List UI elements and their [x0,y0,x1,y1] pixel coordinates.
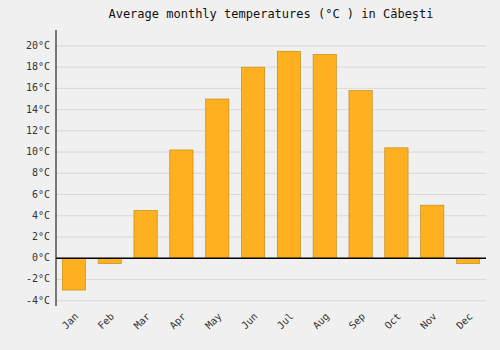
y-axis-ticks: -4°C -2°C 0°C 2°C 4°C 6°C 8°C 10°C 12°C 14°C 16°C 1… [26,40,50,306]
x-tick-label: Sep [347,311,368,332]
x-tick-label: Oct [382,311,403,332]
bar [456,258,479,263]
bar [385,148,408,258]
y-tick-label: 18°C [26,61,50,72]
y-axis-line [56,30,57,306]
y-tick-label: 6°C [32,189,50,200]
bar [62,258,85,290]
bar [349,91,372,259]
x-tick-label: Jul [275,311,296,332]
x-tick-label: Nov [418,311,439,332]
bar [313,54,336,258]
y-tick-label: 14°C [26,104,50,115]
y-tick-label: 8°C [32,167,50,178]
x-tick-label: May [203,311,224,332]
y-tick-label: 4°C [32,210,50,221]
grid-line [56,45,486,46]
x-tick-label: Jun [239,311,260,332]
bar [277,51,300,258]
bars [62,51,479,290]
grid-line [56,258,486,259]
y-tick-label: 10°C [26,146,50,157]
y-tick-label: 12°C [26,125,50,136]
bar [98,258,121,263]
grid-line [56,152,486,153]
grid [56,46,486,301]
zero-line [56,257,486,259]
bar [206,99,229,258]
x-tick-label: Mar [132,311,153,332]
bar [421,205,444,258]
y-tick-label: 2°C [32,231,50,242]
y-tick-label: -2°C [26,273,50,284]
x-axis-ticks: Jan Feb Mar Apr May Jun Jul Aug Sep Oct Nov Dec [60,311,475,332]
grid-line [56,194,486,195]
x-tick-label: Aug [311,311,332,332]
x-tick-label: Feb [96,311,117,332]
title: Average monthly temperatures (°C ) in Că… [108,7,433,21]
grid-line [56,300,486,301]
grid-line [56,130,486,131]
grid-line [56,88,486,89]
y-tick-label: 0°C [32,252,50,263]
y-tick-label: 20°C [26,40,50,51]
chart-container: -4°C -2°C 0°C 2°C 4°C 6°C 8°C 10°C 12°C 14°C 16°C 1… [0,0,500,350]
y-tick-label: -4°C [26,295,50,306]
chart: -4°C -2°C 0°C 2°C 4°C 6°C 8°C 10°C 12°C 14°C 16°C 1… [0,0,500,350]
page: {"chart_data": {"type": "bar", "title": … [0,0,500,350]
x-tick-label: Apr [167,311,188,332]
bar [134,210,157,258]
grid-line [56,279,486,280]
grid-line [56,109,486,110]
bar [241,67,264,258]
background [0,0,500,350]
bar [170,150,193,258]
x-tick-label: Jan [60,311,81,332]
grid-line [56,67,486,68]
grid-line [56,173,486,174]
x-tick-label: Dec [454,311,475,332]
y-tick-label: 16°C [26,82,50,93]
